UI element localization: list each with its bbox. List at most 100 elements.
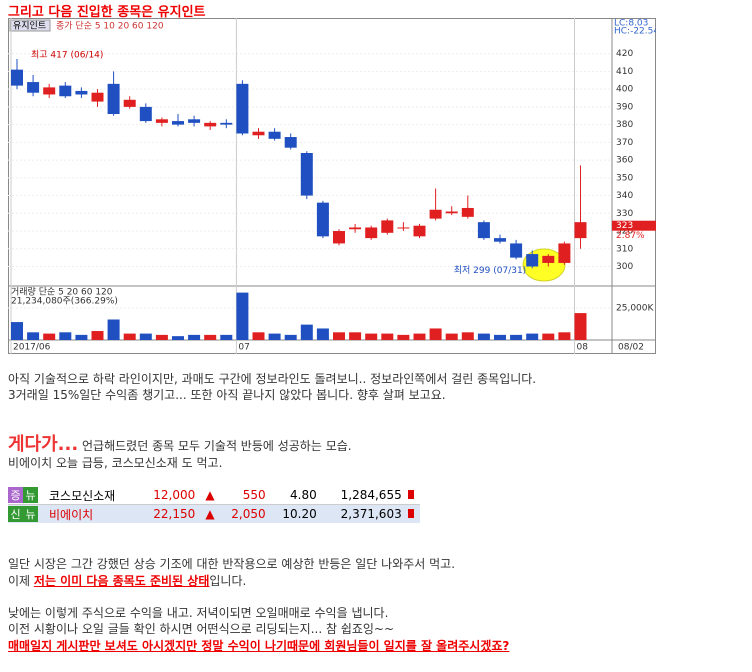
chart-frame bbox=[8, 18, 656, 354]
closing: 매매일지 게시판만 보셔도 아시겠지만 정말 수익이 나기때문에 회원님들이 일… bbox=[8, 639, 510, 653]
y-tick-label: 380 bbox=[616, 120, 633, 130]
volume-bar bbox=[252, 332, 265, 340]
heading-text: 언급해드렸던 종목 모두 기술적 반등에 성공하는 모습. bbox=[78, 439, 352, 453]
cell: ▲ bbox=[205, 507, 215, 521]
volume-bar bbox=[284, 334, 297, 340]
volume-bar bbox=[220, 334, 233, 340]
volume-bar bbox=[300, 324, 313, 340]
y-tick-label: 310 bbox=[616, 244, 633, 254]
last-change: 2.87% bbox=[616, 231, 645, 241]
volume-bar bbox=[75, 334, 88, 340]
volume-bar bbox=[365, 333, 378, 340]
candle-body bbox=[43, 87, 56, 95]
ma-legend: 종가 단순 5 10 20 60 120 bbox=[56, 21, 164, 32]
cell: 4.80 bbox=[290, 488, 317, 502]
candle-body bbox=[397, 227, 410, 229]
candle-body bbox=[461, 207, 474, 217]
paragraph: 이제 저는 이미 다음 종목도 준비된 상태입니다. bbox=[8, 572, 246, 589]
cell: 550 bbox=[242, 488, 266, 502]
price-box bbox=[612, 220, 656, 231]
badge: 뉴 bbox=[23, 506, 38, 522]
candle-body bbox=[413, 225, 426, 237]
y-tick-label: 320 bbox=[616, 227, 633, 237]
badge: 증 bbox=[8, 487, 23, 503]
cell: 22,150 bbox=[153, 507, 196, 521]
y-tick-label: 390 bbox=[616, 102, 633, 112]
candle-body bbox=[429, 209, 442, 219]
y-tick-label: 400 bbox=[616, 85, 633, 95]
name-box bbox=[9, 19, 51, 32]
candle-body bbox=[27, 82, 40, 93]
volume-bar bbox=[413, 333, 426, 340]
stock-name: 유지인트 bbox=[13, 21, 46, 32]
volume-bar bbox=[349, 332, 362, 340]
high-label: 최고 417 (06/14) bbox=[31, 50, 103, 61]
candle-body bbox=[316, 202, 329, 237]
volume-bar bbox=[172, 336, 184, 340]
candle-body bbox=[333, 231, 345, 244]
candle-body bbox=[558, 243, 571, 263]
volume-bar bbox=[461, 332, 474, 340]
candle-body bbox=[91, 92, 104, 102]
candle-body bbox=[236, 83, 249, 134]
volume-bar bbox=[510, 334, 523, 340]
volume-bar bbox=[204, 334, 217, 340]
candle-body bbox=[494, 238, 506, 242]
candle-body bbox=[381, 220, 394, 233]
cell: ▲ bbox=[205, 488, 215, 502]
hc-label: HC:-22.54 bbox=[614, 27, 656, 37]
cell: 비에이치 bbox=[48, 507, 94, 522]
volume-bar bbox=[91, 331, 104, 340]
cell: 2,371,603 bbox=[340, 507, 402, 521]
volume-bar bbox=[526, 333, 539, 340]
candle-body bbox=[284, 137, 297, 148]
candle-body bbox=[477, 222, 490, 239]
candle-body bbox=[268, 131, 281, 139]
y-tick-label: 340 bbox=[616, 191, 633, 201]
volume-bar bbox=[107, 319, 120, 340]
y-tick-label: 420 bbox=[616, 49, 633, 59]
x-label: 08 bbox=[577, 343, 589, 353]
volume-legend: 거래량 단순 5 20 60 120 bbox=[11, 286, 113, 298]
candle-body bbox=[75, 90, 88, 95]
last-price: 323 bbox=[616, 221, 633, 231]
candle-body bbox=[542, 255, 555, 263]
volume-bar bbox=[494, 334, 506, 340]
text: 입니다. bbox=[209, 574, 247, 588]
candle-body bbox=[252, 131, 265, 136]
post-title: 그리고 다음 진입한 종목은 유지인트 bbox=[8, 5, 206, 20]
volume-bar bbox=[139, 333, 152, 340]
volume-bar bbox=[381, 333, 394, 340]
candle-body bbox=[510, 243, 523, 258]
volume-bar bbox=[397, 334, 410, 340]
badge: 뉴 bbox=[23, 487, 38, 503]
volume-bar bbox=[236, 292, 249, 340]
candle-body bbox=[139, 106, 152, 122]
x-label: 08/02 bbox=[618, 343, 644, 353]
volume-bar bbox=[574, 313, 587, 340]
cell: 코스모신소재 bbox=[48, 488, 116, 503]
cell: 10.20 bbox=[282, 507, 317, 521]
volume-bar bbox=[59, 332, 72, 340]
y-tick-label: 410 bbox=[616, 67, 633, 77]
volume-bar bbox=[27, 332, 40, 340]
candle-body bbox=[11, 69, 23, 86]
paragraph: 3거래일 15%일단 수익좀 챙기고... 또한 아직 끝나지 않았다 봅니다.… bbox=[8, 388, 446, 402]
cell: 12,000 bbox=[153, 488, 196, 502]
low-label: 최저 299 (07/31) bbox=[454, 265, 526, 276]
stock-chart: 유지인트 종가 단순 5 10 20 60 120 LC:8.03 HC:-22… bbox=[8, 18, 656, 354]
paragraph: 아직 기술적으로 하락 라인이지만, 과매도 구간에 정보라인도 돌려보니.. … bbox=[8, 372, 537, 386]
candle-body bbox=[365, 227, 378, 239]
volume-bar bbox=[477, 333, 490, 340]
volume-bar bbox=[429, 328, 442, 340]
volume-bar bbox=[558, 332, 571, 340]
volume-bar bbox=[123, 333, 136, 340]
y-tick-label: 300 bbox=[616, 262, 633, 272]
badge: 신 bbox=[8, 506, 23, 522]
volume-bar bbox=[268, 333, 281, 340]
candle-body bbox=[526, 254, 539, 267]
highlight: 저는 이미 다음 종목도 준비된 상태 bbox=[33, 574, 210, 588]
cell: 1,284,655 bbox=[340, 488, 402, 502]
